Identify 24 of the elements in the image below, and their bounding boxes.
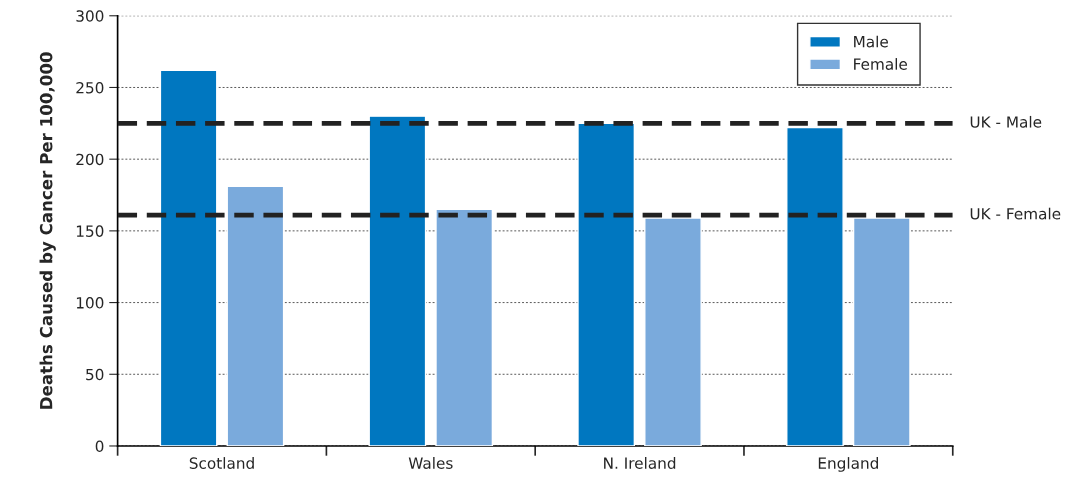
y-tick-label: 50: [86, 368, 104, 381]
bar: [368, 115, 427, 446]
bar: [644, 217, 702, 446]
y-tick-label: 300: [76, 10, 104, 22]
bar: [786, 126, 844, 446]
bar: [852, 217, 911, 446]
y-tick-label: 200: [76, 153, 104, 166]
y-tick-label: 250: [76, 81, 104, 94]
x-tick-label: N. Ireland: [604, 457, 676, 469]
y-axis-title: Deaths Caused by Cancer Per 100,000: [39, 52, 56, 409]
y-tick-label: 0: [95, 440, 104, 452]
legend-label: Female: [854, 58, 908, 70]
x-tick-label: Wales: [408, 457, 453, 469]
ref-line-label: UK - Male: [970, 115, 1042, 128]
x-tick-label: England: [818, 457, 878, 472]
ref-line-label: UK - Female: [970, 207, 1061, 220]
bar: [159, 69, 218, 446]
y-tick-label: 150: [76, 225, 104, 237]
bar: [435, 208, 494, 446]
legend-label: Male: [854, 35, 888, 48]
x-tick-label: Scotland: [189, 457, 254, 469]
bar: [577, 122, 636, 446]
y-tick-label: 100: [76, 297, 104, 309]
bar: [226, 185, 285, 446]
